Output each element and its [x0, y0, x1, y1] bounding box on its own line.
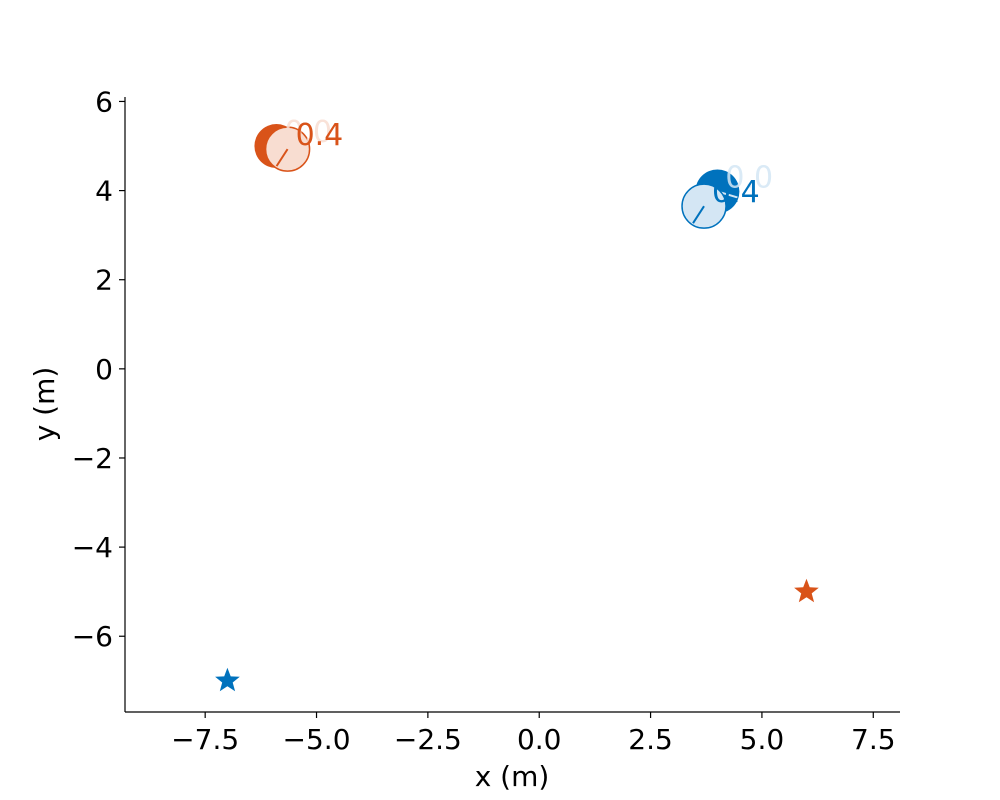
goal-star-marker	[794, 578, 819, 603]
y-tick-label: 6	[95, 85, 113, 118]
x-tick-label: −7.5	[171, 723, 239, 756]
x-tick-label: 5.0	[740, 723, 785, 756]
plot-marks: 0.00.40.00.4	[215, 115, 819, 692]
heading-indicator	[275, 148, 289, 167]
axes: −7.5 −5.0 −2.5 0.0 2.5 5.0 7.5 −6 −4 −2 0 2 4 6	[72, 85, 900, 756]
time-label: 0.4	[296, 118, 344, 153]
time-label: 0.0	[725, 160, 773, 195]
y-axis-label: y (m)	[28, 367, 61, 442]
y-tick-label: 0	[95, 353, 113, 386]
y-tick-label: 4	[95, 175, 113, 208]
y-tick-label: −2	[72, 442, 113, 475]
y-tick-label: −4	[72, 531, 113, 564]
x-tick-label: −2.5	[394, 723, 462, 756]
x-ticks: −7.5 −5.0 −2.5 0.0 2.5 5.0 7.5	[171, 712, 896, 756]
x-axis-label: x (m)	[475, 760, 550, 793]
x-tick-label: 0.0	[517, 723, 562, 756]
goal-star-marker	[215, 667, 240, 692]
heading-indicator	[692, 205, 705, 224]
y-tick-label: 2	[95, 264, 113, 297]
x-tick-label: 7.5	[851, 723, 896, 756]
time-label: 0.4	[712, 175, 760, 210]
y-ticks: −6 −4 −2 0 2 4 6	[72, 85, 125, 653]
x-tick-label: 2.5	[628, 723, 673, 756]
time-label: 0.0	[284, 115, 332, 150]
x-tick-label: −5.0	[283, 723, 351, 756]
y-tick-label: −6	[72, 620, 113, 653]
